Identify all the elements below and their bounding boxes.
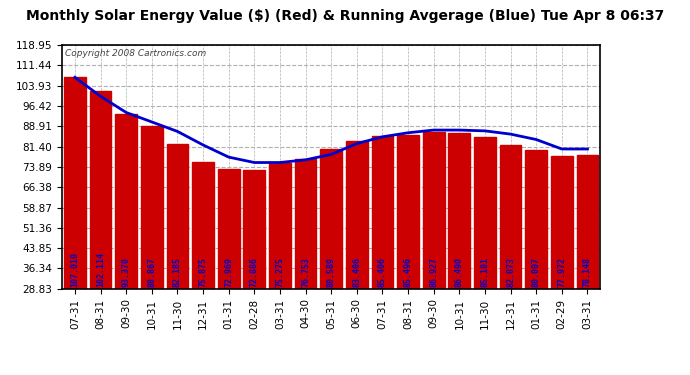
Bar bbox=[141, 126, 163, 289]
Bar bbox=[218, 170, 239, 289]
Text: 72.886: 72.886 bbox=[250, 257, 259, 287]
Text: 75.875: 75.875 bbox=[199, 257, 208, 287]
Bar bbox=[397, 135, 419, 289]
Text: 93.370: 93.370 bbox=[121, 257, 130, 287]
Text: 75.275: 75.275 bbox=[275, 257, 284, 287]
Text: 72.969: 72.969 bbox=[224, 257, 233, 287]
Bar bbox=[192, 162, 214, 289]
Text: 85.406: 85.406 bbox=[378, 257, 387, 287]
Text: 78.148: 78.148 bbox=[583, 257, 592, 287]
Bar bbox=[64, 77, 86, 289]
Bar bbox=[269, 163, 290, 289]
Text: 86.490: 86.490 bbox=[455, 257, 464, 287]
Bar bbox=[371, 136, 393, 289]
Bar bbox=[423, 132, 444, 289]
Text: 76.753: 76.753 bbox=[301, 257, 310, 287]
Bar bbox=[474, 136, 496, 289]
Bar bbox=[295, 159, 317, 289]
Text: 82.073: 82.073 bbox=[506, 257, 515, 287]
Text: Copyright 2008 Cartronics.com: Copyright 2008 Cartronics.com bbox=[65, 49, 206, 58]
Text: 77.972: 77.972 bbox=[558, 257, 566, 287]
Text: 102.114: 102.114 bbox=[96, 252, 105, 287]
Bar bbox=[551, 156, 573, 289]
Bar bbox=[448, 133, 470, 289]
Text: 88.867: 88.867 bbox=[147, 257, 157, 287]
Text: 107.010: 107.010 bbox=[70, 252, 79, 287]
Text: 85.101: 85.101 bbox=[480, 257, 489, 287]
Text: 82.185: 82.185 bbox=[173, 257, 182, 287]
Bar bbox=[115, 114, 137, 289]
Bar bbox=[577, 155, 598, 289]
Text: 85.496: 85.496 bbox=[404, 257, 413, 287]
Bar bbox=[525, 150, 547, 289]
Bar bbox=[346, 141, 368, 289]
Bar bbox=[320, 149, 342, 289]
Text: 80.589: 80.589 bbox=[326, 257, 336, 287]
Text: Monthly Solar Energy Value ($) (Red) & Running Avgerage (Blue) Tue Apr 8 06:37: Monthly Solar Energy Value ($) (Red) & R… bbox=[26, 9, 664, 23]
Bar bbox=[166, 144, 188, 289]
Bar bbox=[244, 170, 265, 289]
Bar bbox=[500, 145, 522, 289]
Text: 80.007: 80.007 bbox=[532, 257, 541, 287]
Text: 86.927: 86.927 bbox=[429, 257, 438, 287]
Text: 83.406: 83.406 bbox=[353, 257, 362, 287]
Bar bbox=[90, 90, 111, 289]
